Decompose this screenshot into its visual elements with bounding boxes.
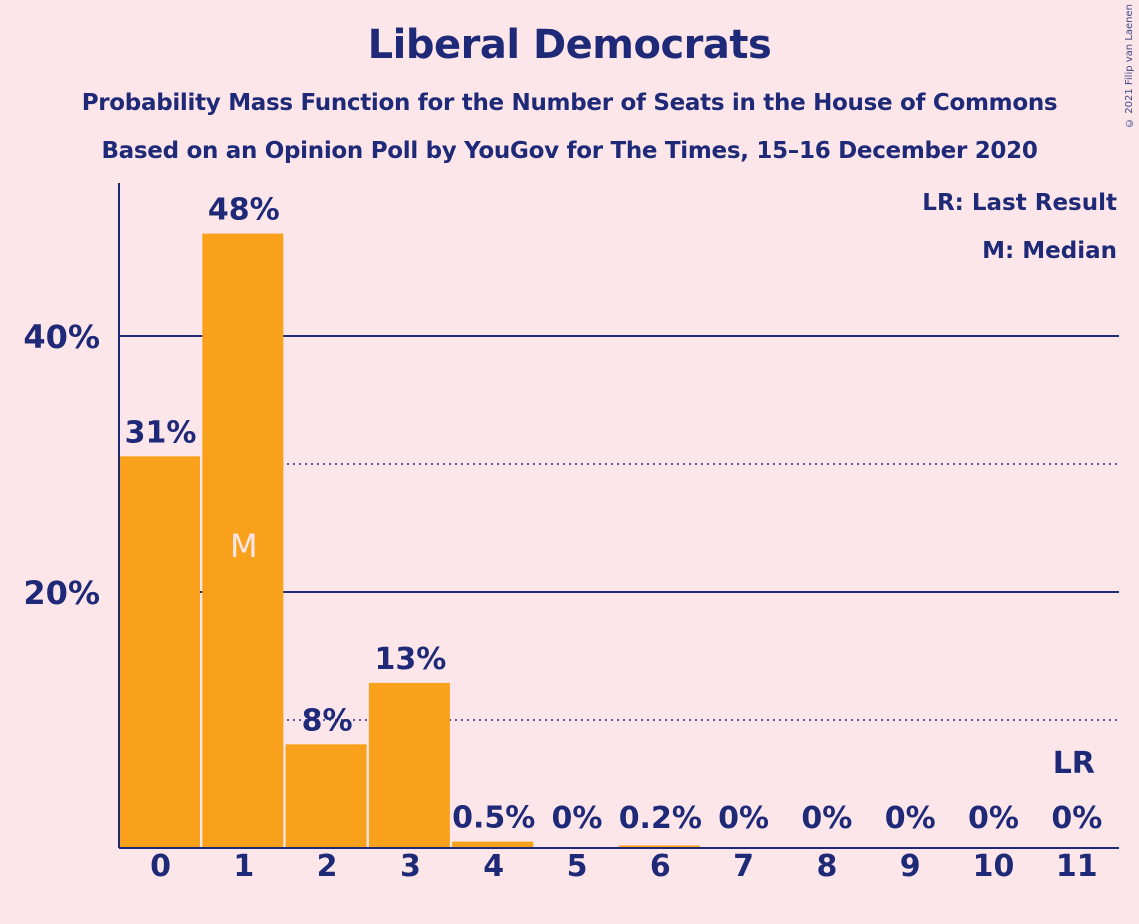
x-tick-label: 11 [1056,849,1098,884]
legend-last-result: LR: Last Result [922,190,1117,216]
x-tick-label: 3 [400,849,421,884]
bars [119,233,700,849]
bar-value-label: 31% [125,415,197,450]
x-tick-label: 1 [233,849,254,884]
x-tick-label: 4 [483,849,504,884]
bar-value-label: 48% [208,193,280,228]
axes: 20% 40% 0 1 2 3 4 5 6 7 8 9 10 11 [23,183,1119,884]
last-result-marker: LR [1053,746,1095,781]
y-tick-label: 20% [23,574,100,612]
chart-subtitle: Probability Mass Function for the Number… [81,90,1058,116]
bar [119,456,200,848]
x-tick-label: 8 [816,849,837,884]
gridlines [119,335,1119,721]
x-tick-label: 0 [150,849,171,884]
bar-value-label: 0% [885,801,936,836]
x-tick-label: 7 [733,849,754,884]
bar-value-label: 0.2% [619,801,702,836]
y-tick-label: 40% [23,318,100,356]
bar-value-label: 0% [552,801,603,836]
bar [202,233,284,849]
bar [618,845,700,848]
x-tick-label: 9 [900,849,921,884]
bar [452,841,534,848]
bar-labels: 31% 48% 8% 13% 0.5% 0% 0.2% 0% 0% 0% 0% 0% M LR [125,193,1103,836]
x-tick-label: 10 [973,849,1015,884]
bar-value-label: 0% [968,801,1019,836]
bar [368,682,450,848]
bar-value-label: 0% [1051,801,1102,836]
legend-median: M: Median [982,238,1117,264]
x-tick-label: 2 [317,849,338,884]
chart-subtitle-source: Based on an Opinion Poll by YouGov for T… [101,138,1038,164]
bar-value-label: 0% [718,801,769,836]
bar-value-label: 0.5% [452,801,535,836]
bar-value-label: 0% [801,801,852,836]
bar [285,744,367,848]
x-tick-label: 6 [650,849,671,884]
chart-title: Liberal Democrats [367,22,772,68]
median-marker: M [230,527,258,565]
bar-value-label: 13% [374,642,446,677]
bar-value-label: 8% [302,703,353,738]
x-tick-label: 5 [567,849,588,884]
